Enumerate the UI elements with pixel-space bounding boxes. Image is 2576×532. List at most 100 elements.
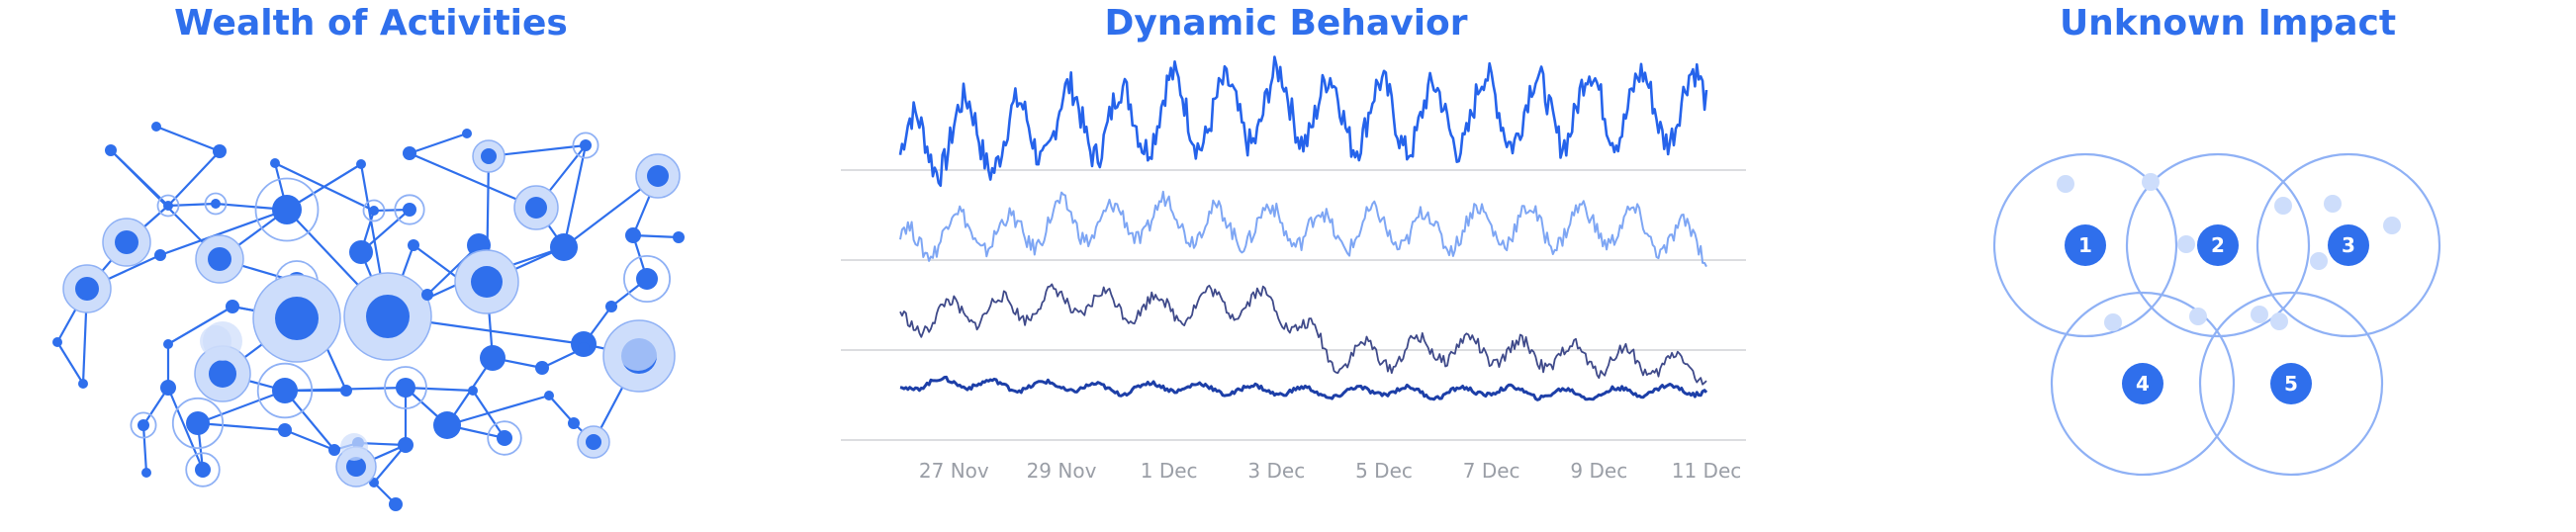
network-node: [275, 297, 319, 340]
venn-node: [2197, 224, 2239, 266]
network-edge: [141, 424, 148, 474]
network-node: [497, 430, 512, 446]
network-node: [213, 144, 227, 158]
network-edge: [409, 132, 468, 155]
network-edge: [409, 151, 537, 210]
network-node-ring: [156, 194, 180, 218]
venn-node: [2328, 224, 2369, 266]
network-node: [462, 129, 472, 138]
series-line: [898, 55, 1708, 187]
series-line: [899, 375, 1708, 401]
network-node: [481, 148, 497, 164]
network-node: [346, 457, 366, 477]
network-node: [154, 249, 166, 261]
network-node: [270, 158, 280, 168]
venn-dot: [2189, 308, 2207, 325]
network-node: [163, 201, 173, 211]
venn-dot: [2324, 195, 2342, 213]
network-node: [586, 434, 601, 450]
venn-dot: [2177, 235, 2195, 253]
network-title: Wealth of Activities: [174, 3, 568, 44]
venn-circle: [2125, 152, 2311, 338]
venn-node-label: 5: [2284, 372, 2298, 396]
network-node: [105, 144, 117, 156]
x-tick-label: 9 Dec: [1570, 459, 1627, 483]
chart-panel: Dynamic Behavior 27 Nov 29 Nov 1 Dec 3 Dec 5…: [791, 0, 1781, 532]
network-edge: [166, 387, 205, 471]
network-edge: [167, 150, 221, 207]
network-node-ring: [254, 177, 320, 242]
network-node: [580, 139, 592, 151]
venn-dot: [2057, 175, 2074, 193]
network-halo: [340, 433, 368, 461]
x-tick-label: 7 Dec: [1463, 459, 1520, 483]
network-panel: Wealth of Activities: [0, 0, 742, 532]
network-node: [647, 165, 669, 187]
network-node: [673, 231, 685, 243]
network-node: [78, 379, 88, 389]
network-node-ring: [384, 366, 427, 409]
network-node: [272, 195, 302, 224]
network-node: [568, 417, 580, 429]
network-edge: [548, 395, 575, 424]
venn-node-label: 2: [2211, 233, 2225, 257]
network-node-ring: [185, 452, 221, 488]
venn-node-label: 3: [2342, 233, 2355, 257]
series-line: [899, 190, 1707, 268]
network-edge: [284, 390, 335, 451]
venn-node-label: 4: [2136, 372, 2150, 396]
network-node: [408, 239, 419, 251]
network-edge: [413, 244, 464, 283]
line-chart: 27 Nov 29 Nov 1 Dec 3 Dec 5 Dec 7 Dec 9 Dec 11 …: [841, 55, 1746, 483]
network-node: [151, 122, 161, 132]
x-tick-label: 27 Nov: [919, 459, 989, 483]
network-edge: [562, 144, 588, 248]
network-node: [141, 468, 151, 478]
network-node: [471, 266, 503, 298]
network-node: [340, 385, 352, 397]
venn-dot: [2274, 197, 2292, 215]
venn-dot: [2251, 306, 2268, 323]
network-node: [480, 345, 506, 371]
network-node: [115, 230, 138, 254]
network-diagram: [52, 122, 685, 511]
venn-circle: [2255, 152, 2441, 338]
network-halo: [200, 325, 231, 357]
network-node-ring: [362, 199, 386, 222]
network-node: [605, 301, 617, 312]
network-edge: [56, 341, 84, 385]
x-tick-label: 29 Nov: [1027, 459, 1097, 483]
network-node: [52, 337, 62, 347]
network-node-ring: [130, 411, 157, 439]
network-edge: [167, 202, 217, 208]
network-node-ring: [623, 254, 672, 303]
network-node-ring: [394, 194, 425, 225]
venn-panel: Unknown Impact 1 2 3 4 5: [1880, 0, 2576, 532]
network-edge: [155, 125, 221, 153]
network-node: [356, 159, 366, 169]
network-node-ring: [256, 362, 314, 419]
venn-dot: [2142, 173, 2160, 191]
network-node: [366, 295, 410, 338]
network-node-ring: [204, 192, 228, 216]
venn-circle: [1992, 152, 2178, 338]
network-node: [636, 268, 658, 290]
network-edge: [159, 208, 288, 257]
network-node: [211, 199, 221, 209]
network-edge: [426, 244, 480, 296]
network-node: [625, 227, 641, 243]
network-node: [208, 247, 231, 271]
venn-title: Unknown Impact: [2059, 3, 2397, 44]
network-node: [369, 206, 379, 216]
network-edge: [373, 444, 407, 484]
network-node: [433, 411, 461, 439]
x-tick-label: 3 Dec: [1247, 459, 1305, 483]
venn-dot: [2383, 217, 2401, 234]
venn-node: [2065, 224, 2106, 266]
network-node: [535, 361, 549, 375]
x-tick-label: 11 Dec: [1672, 459, 1742, 483]
network-edge: [197, 389, 286, 425]
network-node: [163, 339, 173, 349]
network-node: [349, 240, 373, 264]
network-edge: [405, 386, 474, 393]
